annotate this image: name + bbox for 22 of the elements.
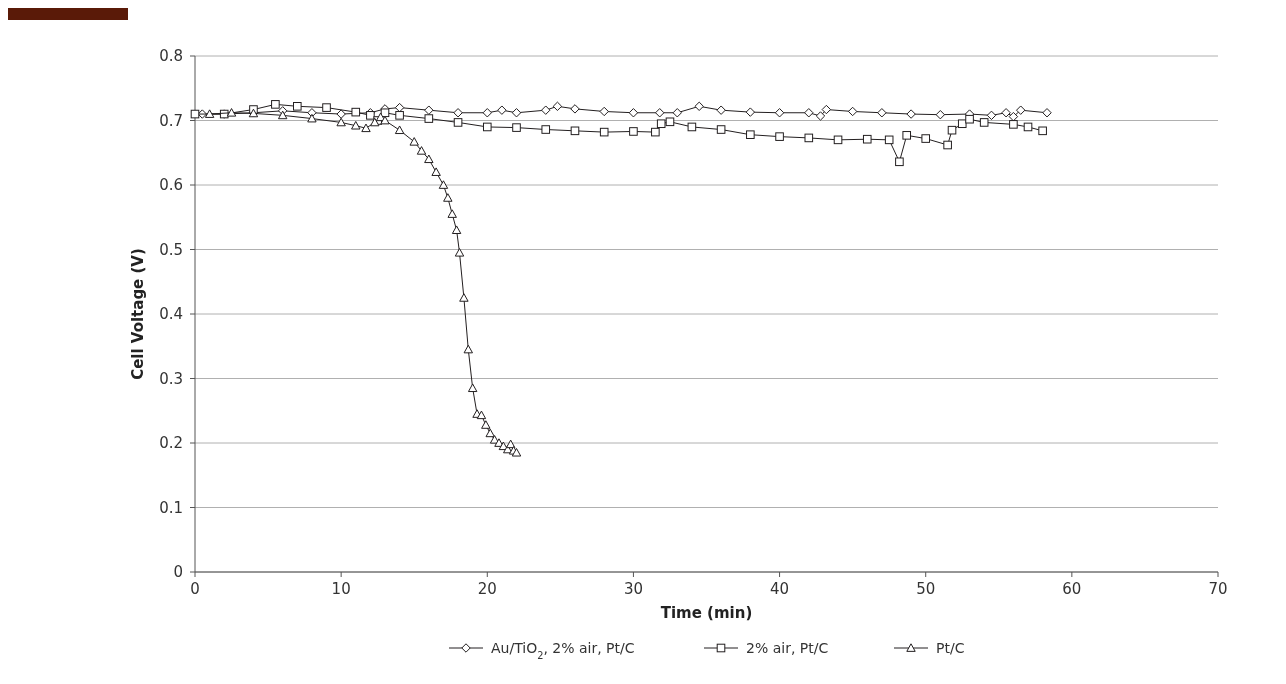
y-tick-label: 0 bbox=[173, 563, 183, 582]
y-axis-title: Cell Voltage (V) bbox=[129, 248, 147, 380]
x-tick-label: 40 bbox=[770, 580, 790, 598]
y-tick-label: 0.1 bbox=[159, 498, 183, 517]
x-tick-label: 0 bbox=[190, 580, 200, 598]
y-tick-label: 0.4 bbox=[159, 305, 183, 324]
legend-label: 2% air, Pt/C bbox=[746, 639, 829, 656]
x-tick-label: 10 bbox=[331, 580, 351, 598]
y-tick-label: 0.6 bbox=[159, 176, 183, 195]
y-tick-label: 0.8 bbox=[159, 47, 183, 66]
y-tick-label: 0.2 bbox=[159, 434, 183, 453]
y-tick-label: 0.5 bbox=[159, 240, 183, 259]
y-tick-label: 0.3 bbox=[159, 369, 183, 388]
x-tick-label: 30 bbox=[623, 580, 643, 598]
legend-label: Pt/C bbox=[936, 639, 965, 656]
x-tick-label: 20 bbox=[477, 580, 497, 598]
x-tick-label: 60 bbox=[1062, 580, 1082, 598]
x-tick-label: 50 bbox=[916, 580, 936, 598]
legend-label: Au/TiO$_{2}$, 2% air, Pt/C bbox=[491, 639, 635, 661]
x-axis-title: Time (min) bbox=[660, 604, 753, 622]
y-tick-label: 0.7 bbox=[159, 111, 183, 130]
x-tick-label: 70 bbox=[1208, 580, 1228, 598]
